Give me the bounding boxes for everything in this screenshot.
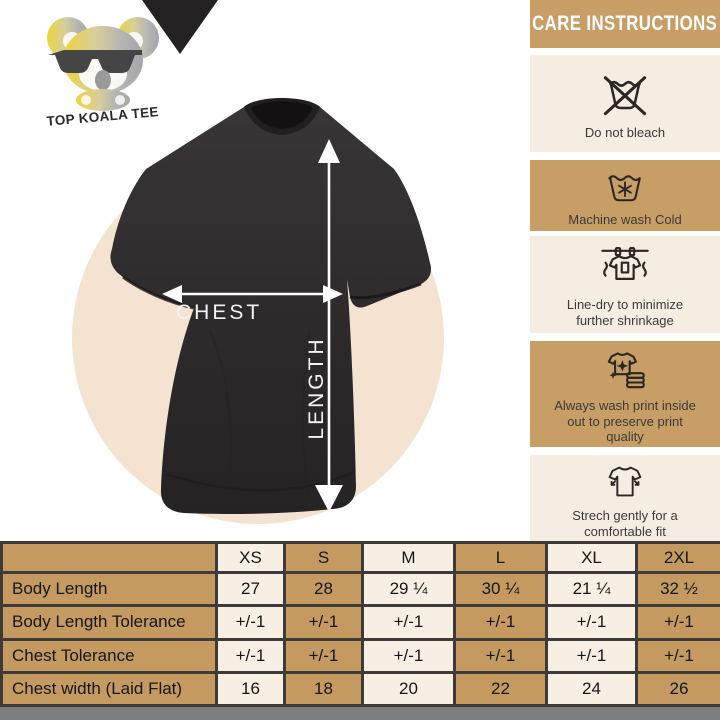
size-table: XS S M L XL 2XL Body Length 27 28 29 ¼ 30 ¼ 21 ¼ 32…	[0, 541, 720, 708]
size-value-cell: 32 ½	[635, 570, 720, 608]
row-label-cell: Chest width (Laid Flat)	[0, 670, 218, 708]
care-item-wash-inside-out: Always wash print inside out to preserve…	[530, 341, 720, 447]
row-label-cell: Chest Tolerance	[0, 637, 218, 674]
care-instructions-title: CARE INSTRUCTIONS	[532, 12, 718, 35]
size-value-cell: 30 ¼	[453, 570, 548, 608]
tshirt-image	[110, 98, 431, 514]
size-col-header: M	[361, 541, 456, 574]
care-item-line-dry: Line-dry to minimize further shrinkage	[530, 236, 720, 333]
size-col-header: L	[453, 541, 548, 574]
table-row: Body Length Tolerance +/-1 +/-1 +/-1 +/-1 +/-…	[0, 604, 720, 641]
size-value-cell: 27	[215, 570, 286, 608]
size-value-cell: +/-1	[215, 604, 286, 641]
size-col-header: XS	[215, 541, 286, 574]
collar-hole	[251, 101, 313, 129]
size-value-cell: +/-1	[283, 637, 364, 674]
size-table-header-row: XS S M L XL 2XL	[0, 541, 720, 574]
row-label-cell: Body Length Tolerance	[0, 604, 218, 641]
length-measurement-arrow	[315, 139, 343, 512]
size-value-cell: +/-1	[545, 637, 638, 674]
size-diagram-panel: CHEST LENGTH	[45, 0, 444, 524]
size-value-cell: +/-1	[361, 637, 456, 674]
care-item-label: Do not bleach	[584, 125, 666, 141]
chest-label: CHEST	[176, 301, 262, 324]
care-item-stretch-gently: Strech gently for a comfortable fit	[530, 455, 720, 541]
length-label: LENGTH	[305, 336, 328, 439]
size-value-cell: 21 ¼	[545, 570, 638, 608]
size-value-cell: 26	[635, 670, 720, 708]
size-value-cell: 18	[283, 670, 364, 708]
photo-corner	[142, 0, 218, 54]
machine-wash-cold-icon	[608, 175, 641, 202]
size-col-header: S	[283, 541, 364, 574]
size-value-cell: +/-1	[215, 637, 286, 674]
care-item-machine-wash-cold: Machine wash Cold	[530, 160, 720, 231]
wash-inside-out-icon	[607, 352, 645, 388]
sunglasses	[48, 50, 142, 73]
size-col-header: XL	[545, 541, 638, 574]
line-dry-icon	[601, 247, 649, 281]
row-label-cell: Body Length	[0, 570, 218, 608]
size-value-cell: 28	[283, 570, 364, 608]
table-row: Chest width (Laid Flat) 16 18 20 22 24 26	[0, 670, 720, 708]
size-value-cell: +/-1	[635, 604, 720, 641]
do-not-bleach-icon	[603, 76, 647, 116]
size-value-cell: +/-1	[361, 604, 456, 641]
table-row: Body Length 27 28 29 ¼ 30 ¼ 21 ¼ 32 ½	[0, 570, 720, 608]
footer-strip	[0, 707, 720, 720]
koala-icon	[47, 17, 159, 111]
size-col-header: 2XL	[635, 541, 720, 574]
care-instructions-panel: CARE INSTRUCTIONS Do not bleach	[530, 0, 720, 541]
size-value-cell: +/-1	[545, 604, 638, 641]
care-item-label: Machine wash Cold	[568, 212, 682, 228]
care-item-do-not-bleach: Do not bleach	[530, 55, 720, 152]
size-value-cell: +/-1	[453, 637, 548, 674]
size-value-cell: 24	[545, 670, 638, 708]
size-value-cell: +/-1	[283, 604, 364, 641]
table-row: Chest Tolerance +/-1 +/-1 +/-1 +/-1 +/-1 +/-1	[0, 637, 720, 674]
size-value-cell: 16	[215, 670, 286, 708]
stretch-gently-icon	[608, 466, 642, 497]
size-col-header	[0, 541, 218, 574]
size-value-cell: 20	[361, 670, 456, 708]
care-instructions-header: CARE INSTRUCTIONS	[530, 0, 720, 48]
size-value-cell: 29 ¼	[361, 570, 456, 608]
size-value-cell: +/-1	[453, 604, 548, 641]
brand-logo: TOP KOALA TEE	[46, 17, 159, 126]
size-value-cell: +/-1	[635, 637, 720, 674]
care-item-label: Strech gently for a comfortable fit	[572, 507, 678, 539]
care-item-label: Always wash print inside out to preserve…	[554, 397, 696, 445]
size-value-cell: 22	[453, 670, 548, 708]
tshirt-diagram: CHEST LENGTH	[72, 0, 444, 524]
care-item-label: Line-dry to minimize further shrinkage	[566, 297, 684, 328]
